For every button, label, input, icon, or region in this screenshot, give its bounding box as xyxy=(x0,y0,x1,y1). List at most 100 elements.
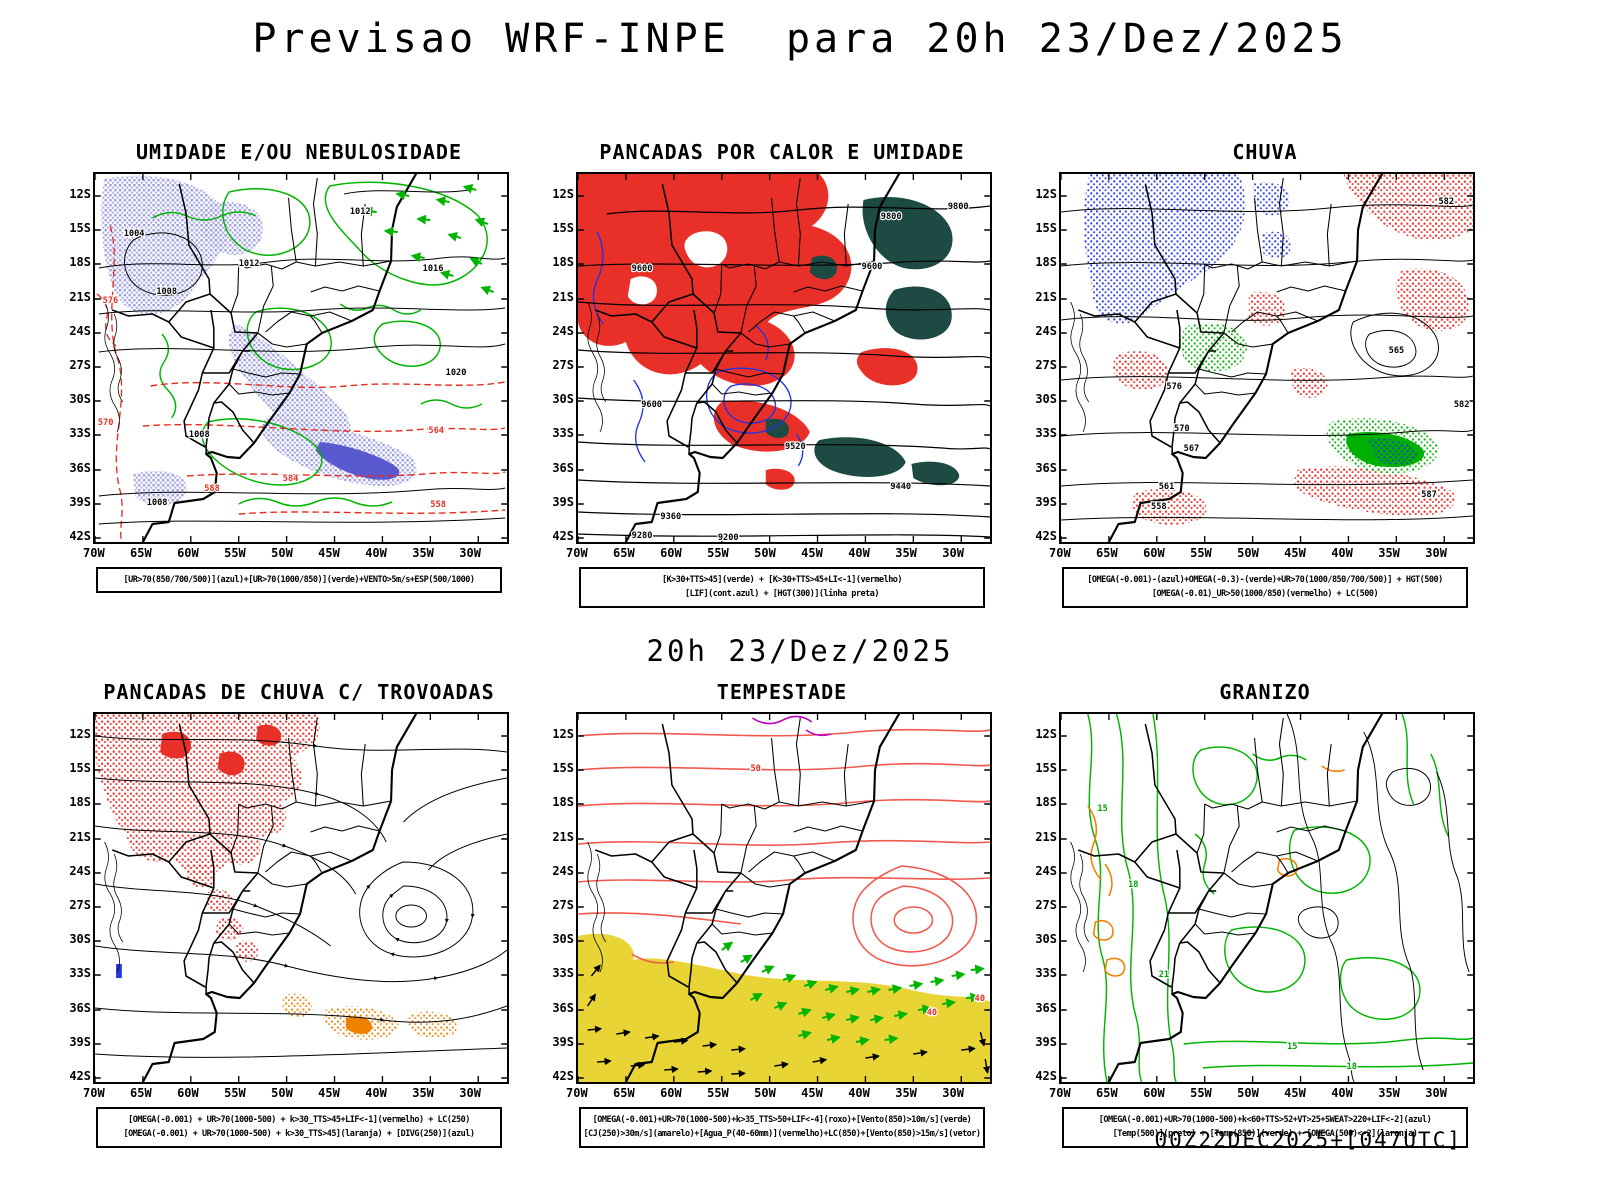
lat-label: 39S xyxy=(1035,1034,1057,1049)
lon-label: 35W xyxy=(1378,546,1400,560)
legend-box: [K>30+TTS>45](verde) + [K>30+TTS>45+LI<-… xyxy=(579,567,985,608)
legend-line: [OMEGA(-0.001)+UR>70(1000-500)+k<60+TTS>… xyxy=(1098,1115,1432,1125)
contour-label: 567 xyxy=(1184,444,1200,454)
contour-label: 564 xyxy=(428,426,444,436)
lon-label: 65W xyxy=(130,1086,152,1100)
contour-labels: 9800 9800 9600 9600 9600 9520 9440 9360 … xyxy=(630,201,969,542)
lon-label: 40W xyxy=(848,546,870,560)
lat-label: 24S xyxy=(1035,863,1057,878)
contour-label: 40 xyxy=(975,994,985,1004)
lon-label: 65W xyxy=(613,1086,635,1100)
map-frame: 12S 15S 18S 21S 24S 27S 30S 33S 36S 39S 42S xyxy=(552,712,992,1084)
contour-label: 1008 xyxy=(189,430,210,440)
lat-label: 21S xyxy=(1035,829,1057,844)
lon-label: 55W xyxy=(707,1086,729,1100)
contour-label: 582 xyxy=(1439,197,1455,207)
forecast-time-subtitle: 20h 23/Dez/2025 xyxy=(646,634,954,668)
latitude-axis: 12S 15S 18S 21S 24S 27S 30S 33S 36S 39S 42S xyxy=(1025,714,1057,1082)
contour-label: 9280 xyxy=(632,531,653,541)
map-umidade: 1004 1008 1012 1012 1016 1020 1008 1008 … xyxy=(95,174,507,542)
lon-label: 45W xyxy=(1284,546,1306,560)
map-frame: 12S 15S 18S 21S 24S 27S 30S 33S 36S 39S 42S xyxy=(1035,712,1475,1084)
lon-label: 65W xyxy=(1096,546,1118,560)
contour-label: 9600 xyxy=(641,400,662,410)
map-frame: 12S 15S 18S 21S 24S 27S 30S 33S 36S 39S 42S xyxy=(69,712,509,1084)
lif-contours-blue xyxy=(592,231,804,467)
contour-label: 1016 xyxy=(423,264,444,274)
lat-label: 18S xyxy=(69,255,91,270)
lat-label: 42S xyxy=(552,528,574,543)
lat-label: 12S xyxy=(69,187,91,201)
lat-label: 39S xyxy=(552,1034,574,1049)
lon-label: 45W xyxy=(318,1086,340,1100)
instability-fill-teal xyxy=(765,196,960,486)
lat-label: 30S xyxy=(69,392,91,407)
lat-label: 12S xyxy=(69,727,91,741)
lat-label: 36S xyxy=(552,460,574,475)
lon-label: 35W xyxy=(412,1086,434,1100)
map-pancadas-calor: 9800 9800 9600 9600 9600 9520 9440 9360 … xyxy=(578,174,990,542)
map-trovoadas xyxy=(95,714,507,1082)
contour-label: 21 xyxy=(1159,970,1169,980)
humidity-contours-green xyxy=(152,181,488,507)
lat-label: 39S xyxy=(69,494,91,509)
panel-row-2: PANCADAS DE CHUVA C/ TROVOADAS 12S 15S 18S… xyxy=(0,680,1600,1148)
lon-label: 40W xyxy=(1331,1086,1353,1100)
legend-box: [UR>70(850/700/500)](azul)+[UR>70(1000/8… xyxy=(96,567,502,594)
lon-label: 55W xyxy=(224,1086,246,1100)
lat-label: 12S xyxy=(1035,727,1057,741)
longitude-axis: 70W 65W 60W 55W 50W 45W 40W 35W 30W xyxy=(1049,544,1461,559)
contour-label: 1008 xyxy=(147,498,168,508)
legend-line: [OMEGA(-0.01)_UR>50(1000/850)(vermelho) … xyxy=(1151,589,1379,600)
lat-label: 30S xyxy=(552,392,574,407)
contour-label: 40 xyxy=(927,1008,937,1018)
legend-line: [LIF](cont.azul) + [HGT(300)](linha pret… xyxy=(685,589,879,600)
lon-label: 35W xyxy=(412,546,434,560)
contour-label: 15 xyxy=(1097,804,1107,814)
lon-label: 70W xyxy=(566,546,588,560)
contour-label: 9440 xyxy=(890,482,911,492)
lon-label: 60W xyxy=(660,1086,682,1100)
lat-label: 18S xyxy=(1035,795,1057,810)
lon-label: 45W xyxy=(318,546,340,560)
contour-label: 584 xyxy=(283,474,299,484)
panel-title: TEMPESTADE xyxy=(716,680,848,704)
contour-label: 588 xyxy=(204,484,220,494)
lon-label: 35W xyxy=(1378,1086,1400,1100)
lat-label: 33S xyxy=(1035,426,1057,441)
lat-label: 15S xyxy=(69,221,91,236)
lat-label: 18S xyxy=(1035,255,1057,270)
panel-tempestade: TEMPESTADE 12S 15S 18S 21S 24S 27S 30S 33S 36S 39… xyxy=(552,680,992,1148)
lon-label: 30W xyxy=(942,546,964,560)
map-frame: 12S 15S 18S 21S 24S 27S 30S 33S 36S 39S 42S xyxy=(1035,172,1475,544)
omega-contours-orange xyxy=(1087,765,1345,977)
contour-label: 9520 xyxy=(785,442,806,452)
longitude-axis: 70W 65W 60W 55W 50W 45W 40W 35W 30W xyxy=(83,1084,495,1099)
lat-label: 15S xyxy=(1035,221,1057,236)
lat-label: 42S xyxy=(69,528,91,543)
contour-label: 9800 xyxy=(948,202,969,212)
longitude-axis: 70W 65W 60W 55W 50W 45W 40W 35W 30W xyxy=(566,544,978,559)
lon-label: 70W xyxy=(83,1086,105,1100)
panel-trovoadas: PANCADAS DE CHUVA C/ TROVOADAS 12S 15S 18S… xyxy=(69,680,509,1148)
legend-line: [K>30+TTS>45](verde) + [K>30+TTS>45+LI<-… xyxy=(661,575,903,585)
contour-label: 1012 xyxy=(239,259,260,269)
lon-label: 40W xyxy=(365,1086,387,1100)
lat-label: 39S xyxy=(1035,494,1057,509)
latitude-axis: 12S 15S 18S 21S 24S 27S 30S 33S 36S 39S 42S xyxy=(542,174,574,542)
severe-contours-purple xyxy=(751,715,832,737)
panel-granizo: GRANIZO 12S 15S 18S 21S 24S 27S 30S 33S 36S 39S 42… xyxy=(1035,680,1475,1148)
lon-label: 55W xyxy=(1190,546,1212,560)
hgt300-contours-black xyxy=(578,205,990,538)
contour-label: 1020 xyxy=(446,368,467,378)
contour-label: 558 xyxy=(1151,502,1167,512)
legend-box: [OMEGA(-0.001)+UR>70(1000-500)+k>35_TTS>… xyxy=(579,1107,985,1148)
lat-label: 36S xyxy=(1035,460,1057,475)
lat-label: 12S xyxy=(552,727,574,741)
lon-label: 70W xyxy=(83,546,105,560)
lon-label: 70W xyxy=(566,1086,588,1100)
lon-label: 45W xyxy=(801,546,823,560)
legend-line: [OMEGA(-0.001)+UR>70(1000-500)+k>35_TTS>… xyxy=(592,1115,972,1125)
lat-label: 24S xyxy=(552,323,574,338)
lon-label: 30W xyxy=(942,1086,964,1100)
